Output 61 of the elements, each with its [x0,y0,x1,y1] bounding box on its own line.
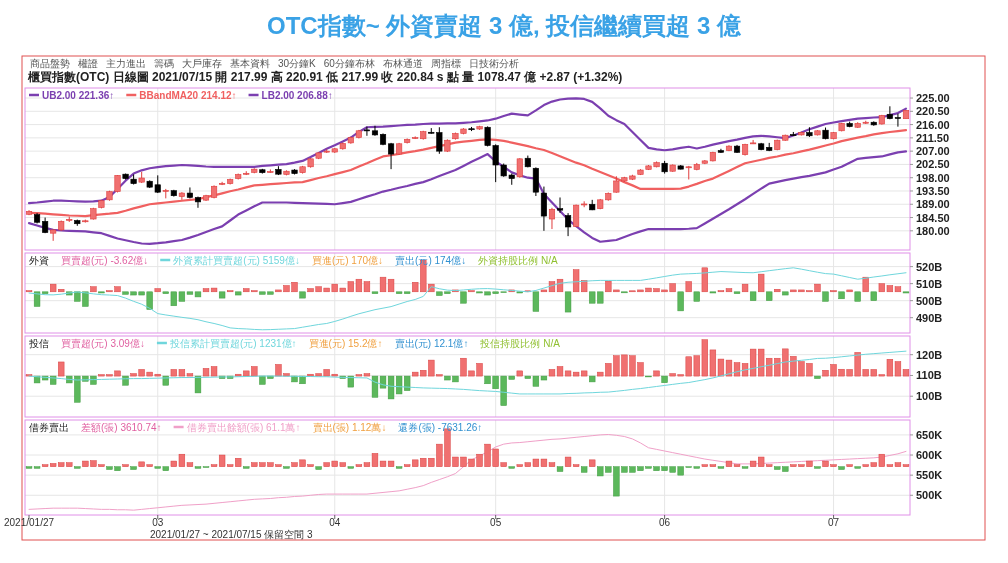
annotation: 買進(元) 170億↓ [311,255,384,266]
y-tick-label: 110B [916,369,942,382]
chart-title: 借券賣出 [29,422,69,433]
annotation: 外資持股比例 N/A [478,255,558,266]
y-tick-label: 225.00 [916,92,950,105]
x-tick-label: 05 [490,517,502,528]
text: 主力進出 [106,58,146,69]
x-tick-label: 2021/01/27 [3,517,55,528]
text: 2021/01/27 ~ 2021/07/15 保留空間 3 [150,529,314,540]
y-tick-label: 211.50 [916,131,950,144]
text: 大戶庫存 [182,58,222,69]
y-tick-label: 220.50 [916,105,950,118]
chart-title: OTC指數~ 外資賣超 3 億, 投信繼續買超 3 億 [266,12,743,39]
text: 商品盤勢 [30,58,70,69]
x-tick-label: 06 [659,517,671,528]
legend-label: 外資累計買賣超(元) 5159億↓ [173,255,300,266]
y-tick-label: 510B [916,277,943,290]
x-tick-label: 04 [329,517,341,528]
annotation: 買賣超(元) -3.62億↓ [61,255,149,266]
annotation: 差額(張) 3610.74↑ [81,422,162,433]
annotation: 賣出(張) 1.12萬↓ [312,422,387,433]
annotation: 投信持股比例 N/A [479,338,561,349]
y-tick-label: 180.00 [916,224,950,237]
text: 基本資料 [230,58,270,69]
text: 籌碼 [154,58,174,69]
x-tick-label: 07 [828,517,840,528]
text: 布林通道 [382,58,423,69]
chart-title: 投信 [28,338,49,349]
text: 權證 [78,58,98,69]
legend-label: LB2.00 206.88↑ [261,90,333,101]
legend-label: BBandMA20 214.12↑ [139,90,237,101]
text: 日技術分析 [468,58,519,69]
y-tick-label: 120B [916,348,943,361]
y-tick-label: 198.00 [916,171,950,184]
x-tick-label: 03 [152,517,164,528]
annotation: 還券(張) -7631.26↑ [398,422,483,433]
annotation: 買進(元) 15.2億↑ [308,338,383,349]
chart-subtitle: 櫃買指數(OTC) 日線圖 2021/07/15 開 217.99 高 220.91 低 217.99 收 220.84 s 點 量 1078.47 億 +2.87 (+1.32%) [27,70,623,84]
legend-label: 投信累計買賣超(元) 1231億↑ [168,338,297,349]
text: 周指標 [430,58,461,69]
y-tick-label: 500K [916,489,943,502]
y-tick-label: 202.50 [916,158,950,171]
text: 30分鐘K [278,58,317,69]
y-tick-label: 550K [916,469,943,482]
y-tick-label: 193.50 [916,184,950,197]
y-tick-label: 500B [916,294,943,307]
y-tick-label: 216.00 [916,118,950,131]
annotation: 買賣超(元) 3.09億↓ [61,338,145,349]
y-tick-label: 600K [916,449,943,462]
y-tick-label: 189.00 [916,198,950,211]
y-tick-label: 650K [916,428,943,441]
legend-label: UB2.00 221.36↑ [42,90,115,101]
legend-label: 借券賣出餘額(張) 61.1萬↑ [186,422,301,433]
y-tick-label: 520B [916,260,943,273]
annotation: 賣出(元) 12.1億↑ [394,338,469,349]
y-tick-label: 100B [916,390,943,403]
text: 60分鐘布林 [323,58,375,69]
chart-title: 外資 [29,255,49,266]
y-tick-label: 490B [916,311,943,324]
y-tick-label: 184.50 [916,211,950,224]
y-tick-label: 207.00 [916,145,950,158]
